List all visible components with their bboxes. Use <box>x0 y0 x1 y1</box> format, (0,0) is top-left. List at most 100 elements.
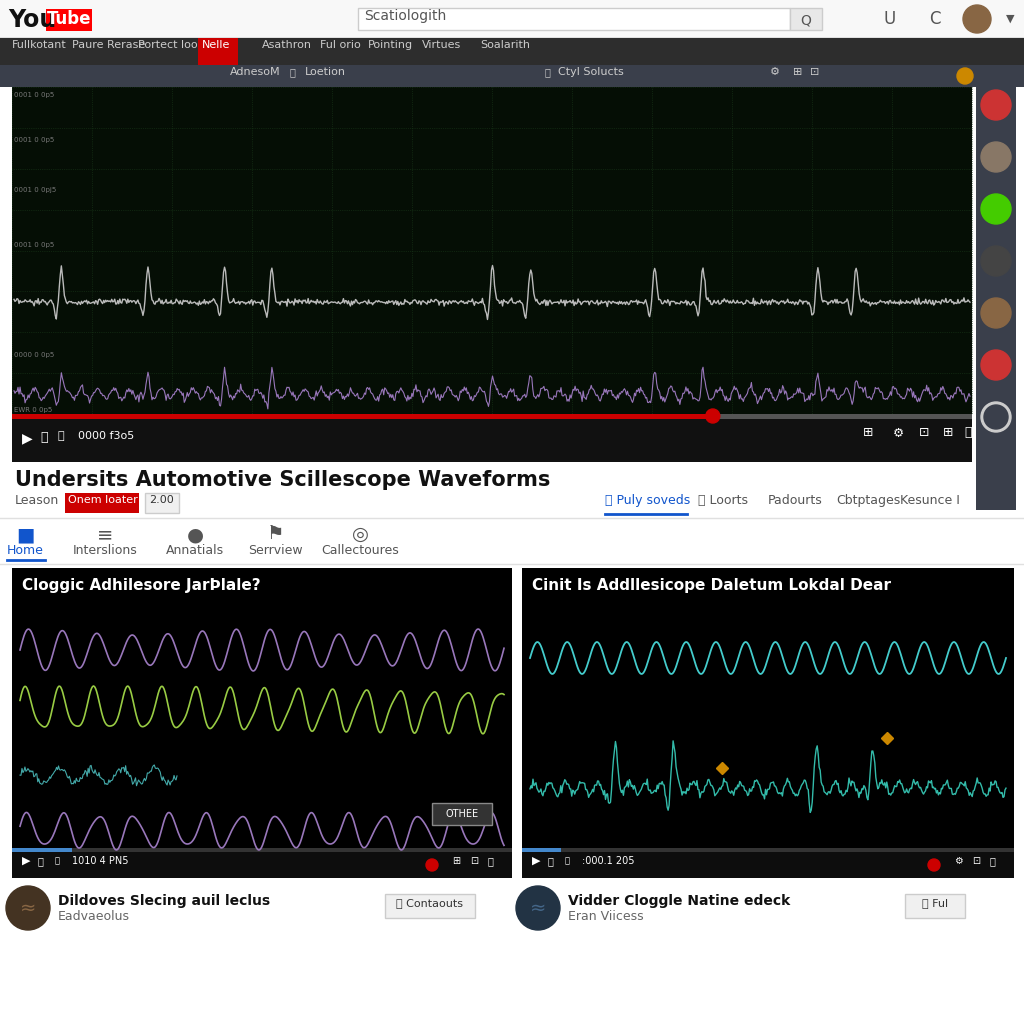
Bar <box>12 568 512 878</box>
Text: Callectoures: Callectoures <box>322 544 399 557</box>
Text: Scatiologith: Scatiologith <box>364 9 446 23</box>
Circle shape <box>6 886 50 930</box>
Text: 🔊: 🔊 <box>55 856 60 865</box>
Text: ⛶: ⛶ <box>965 427 972 439</box>
Text: Ctyl Solucts: Ctyl Solucts <box>558 67 624 77</box>
Text: ⚙: ⚙ <box>892 427 903 439</box>
Text: Annatials: Annatials <box>166 544 224 557</box>
Text: 0000 0 0p5: 0000 0 0p5 <box>14 352 54 358</box>
Text: 0001 0 0p5: 0001 0 0p5 <box>14 92 54 98</box>
Bar <box>12 419 972 462</box>
Circle shape <box>981 246 1011 276</box>
Text: Kesunce I: Kesunce I <box>900 494 959 507</box>
Text: 0001 0 0p5: 0001 0 0p5 <box>14 242 54 248</box>
Text: Vidder Cloggle Natine edeck: Vidder Cloggle Natine edeck <box>568 894 791 908</box>
Text: Undersits Automotive Scillescope Waveforms: Undersits Automotive Scillescope Wavefor… <box>15 470 550 490</box>
Text: Paure Rerase: Paure Rerase <box>72 40 145 50</box>
Text: Dildoves Slecing auil leclus: Dildoves Slecing auil leclus <box>58 894 270 908</box>
Text: ⊞: ⊞ <box>452 856 460 866</box>
Bar <box>12 852 512 878</box>
Text: Virtues: Virtues <box>422 40 461 50</box>
Text: ⏭: ⏭ <box>548 856 554 866</box>
Text: ⊡: ⊡ <box>810 67 819 77</box>
Bar <box>790 8 822 30</box>
Text: ⊞: ⊞ <box>793 67 803 77</box>
Text: 🔊: 🔊 <box>58 431 65 441</box>
Text: 📌 Contaouts: 📌 Contaouts <box>396 898 464 908</box>
Text: OTHEE: OTHEE <box>445 809 478 819</box>
Text: ⊞: ⊞ <box>863 427 873 439</box>
Text: Padourts: Padourts <box>768 494 822 507</box>
Text: ●: ● <box>186 525 204 544</box>
Text: ≈: ≈ <box>529 898 546 918</box>
Bar <box>46 9 92 31</box>
Circle shape <box>928 859 940 871</box>
Circle shape <box>426 859 438 871</box>
Text: Interslions: Interslions <box>73 544 137 557</box>
Bar <box>522 568 1014 878</box>
Bar <box>522 848 1014 852</box>
Circle shape <box>981 402 1011 432</box>
Text: Pointing: Pointing <box>368 40 413 50</box>
Text: Cinit Is Addllesicope Daletum Lokdal Dear: Cinit Is Addllesicope Daletum Lokdal Dea… <box>532 578 891 593</box>
Text: 0000 f3o5: 0000 f3o5 <box>78 431 134 441</box>
Bar <box>522 852 1014 878</box>
Text: ⏭: ⏭ <box>40 431 47 444</box>
Bar <box>145 493 179 513</box>
Text: 📷: 📷 <box>545 67 551 77</box>
Text: EWR 0 0p5: EWR 0 0p5 <box>14 407 52 413</box>
Text: Soalarith: Soalarith <box>480 40 530 50</box>
Text: ⊞: ⊞ <box>943 427 953 439</box>
Text: Serrview: Serrview <box>248 544 302 557</box>
Bar <box>12 87 972 462</box>
Bar <box>385 894 475 918</box>
Circle shape <box>981 90 1011 120</box>
Text: Tube: Tube <box>47 10 91 28</box>
Circle shape <box>981 350 1011 380</box>
Text: 0001 0 0pj5: 0001 0 0pj5 <box>14 187 56 193</box>
Text: ■: ■ <box>15 525 34 544</box>
Text: Asathron: Asathron <box>262 40 312 50</box>
Bar <box>12 848 72 852</box>
Text: 0001 0 0p5: 0001 0 0p5 <box>14 137 54 143</box>
Text: AdnesoM: AdnesoM <box>230 67 281 77</box>
Text: 📌: 📌 <box>290 67 296 77</box>
Text: ≡: ≡ <box>97 525 114 544</box>
Bar <box>198 38 238 65</box>
Text: :000.1 205: :000.1 205 <box>582 856 635 866</box>
Bar <box>12 414 972 419</box>
Text: ⊡: ⊡ <box>972 856 980 866</box>
Text: ⚙: ⚙ <box>770 67 780 77</box>
Bar <box>12 414 713 419</box>
Text: Portect loo: Portect loo <box>138 40 198 50</box>
Text: You: You <box>8 8 56 32</box>
Text: ⚙: ⚙ <box>954 856 963 866</box>
Text: ⏭: ⏭ <box>38 856 44 866</box>
Text: ⊡: ⊡ <box>919 427 929 439</box>
Text: Fullkotant: Fullkotant <box>12 40 67 50</box>
Text: Leason: Leason <box>15 494 59 507</box>
Text: ▶: ▶ <box>22 856 31 866</box>
Bar <box>522 848 561 852</box>
Text: Eadvaeolus: Eadvaeolus <box>58 910 130 923</box>
Circle shape <box>984 406 1008 429</box>
Text: ⛶: ⛶ <box>488 856 494 866</box>
Text: 🏷 Loorts: 🏷 Loorts <box>698 494 748 507</box>
Text: Q: Q <box>801 13 811 27</box>
Text: ▶: ▶ <box>532 856 541 866</box>
Text: ≈: ≈ <box>19 898 36 918</box>
Bar <box>12 848 512 852</box>
Text: 1010 4 PN5: 1010 4 PN5 <box>72 856 128 866</box>
Text: ◎: ◎ <box>351 525 369 544</box>
Bar <box>0 0 1024 38</box>
Bar <box>65 493 139 513</box>
Text: 2.00: 2.00 <box>150 495 174 505</box>
Text: Nelle: Nelle <box>202 40 230 50</box>
Text: Eran Viicess: Eran Viicess <box>568 910 644 923</box>
Text: C: C <box>929 10 941 28</box>
Circle shape <box>981 142 1011 172</box>
Bar <box>976 65 1016 510</box>
Circle shape <box>706 409 720 423</box>
Text: Home: Home <box>6 544 43 557</box>
Bar <box>905 894 965 918</box>
